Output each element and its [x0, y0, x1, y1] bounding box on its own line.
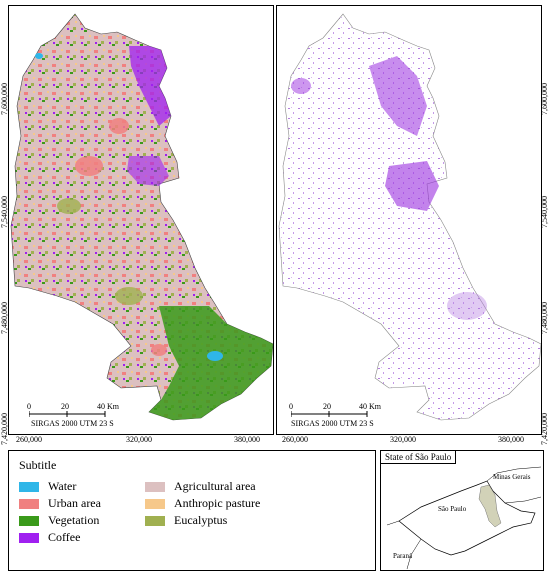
urban-area-patch: [109, 118, 129, 134]
water-body: [35, 53, 43, 59]
study-area-inset: [478, 484, 502, 528]
x-tick-label: 320,000: [390, 435, 416, 444]
coffee-map: [278, 13, 541, 421]
legend-label: Water: [48, 479, 77, 493]
scale-bar: [29, 411, 106, 417]
coffee-swatch: [19, 532, 39, 543]
x-tick-label: 380,000: [234, 435, 260, 444]
legend-item-vegetation: Vegetation: [19, 513, 99, 528]
x-tick-label: 320,000: [126, 435, 152, 444]
legend-item-water: Water: [19, 479, 76, 494]
y-tick-label: 7,480,000: [0, 302, 9, 334]
inset-map: State of São Paulo Minas Gerais São Paul…: [380, 450, 544, 571]
coffee-cluster: [369, 56, 427, 136]
y-tick-label: 7,540,000: [540, 196, 549, 228]
eucalyptus-patch: [115, 287, 143, 305]
coffee-cluster: [291, 78, 311, 94]
eucalyptus-patch: [57, 198, 81, 214]
legend-label: Vegetation: [48, 513, 100, 527]
scale-label-40: 40 Km: [97, 402, 119, 411]
legend: Subtitle Water Urban area Vegetation Cof…: [8, 450, 376, 571]
pasture-swatch: [145, 498, 165, 509]
y-tick-label: 7,420,000: [540, 413, 549, 445]
coffee-cluster: [385, 161, 439, 211]
agricultural-swatch: [145, 481, 165, 492]
x-tick-label: 260,000: [282, 435, 308, 444]
coffee-map-panel: 0 20 40 Km SIRGAS 2000 UTM 23 S: [276, 5, 542, 435]
neighbor-boundary: [386, 466, 542, 570]
state-boundary: [398, 480, 536, 556]
crs-label: SIRGAS 2000 UTM 23 S: [31, 419, 114, 428]
water-swatch: [19, 481, 39, 492]
urban-area-patch: [151, 344, 167, 356]
legend-label: Agricultural area: [174, 479, 256, 493]
eucalyptus-swatch: [145, 515, 165, 526]
legend-title: Subtitle: [19, 458, 57, 472]
y-tick-label: 7,600,000: [0, 83, 9, 115]
scale-label-20: 20: [61, 402, 69, 411]
coffee-region: [129, 46, 171, 126]
minas-gerais-label: Minas Gerais: [493, 473, 531, 481]
x-tick-label: 260,000: [16, 435, 42, 444]
inset-title: State of São Paulo: [381, 451, 457, 464]
x-tick-label: 380,000: [498, 435, 524, 444]
parana-label: Paraná: [393, 552, 413, 560]
crs-label: SIRGAS 2000 UTM 23 S: [291, 419, 374, 428]
land-use-map: [10, 13, 273, 421]
legend-label: Coffee: [48, 530, 81, 544]
land-use-map-panel: 0 20 40 Km SIRGAS 2000 UTM 23 S: [8, 5, 274, 435]
y-tick-label: 7,600,000: [540, 83, 549, 115]
urban-swatch: [19, 498, 39, 509]
legend-item-agricultural: Agricultural area: [145, 479, 256, 494]
scale-label-40: 40 Km: [359, 402, 381, 411]
inset-state-outline: [386, 466, 542, 570]
scale-label-0: 0: [289, 402, 293, 411]
sao-paulo-label: São Paulo: [438, 505, 467, 513]
water-body: [207, 351, 223, 361]
study-area-coffee: [278, 13, 541, 421]
scale-bar: [291, 411, 368, 417]
urban-area-patch: [75, 156, 103, 176]
scale-label-0: 0: [27, 402, 31, 411]
legend-item-eucalyptus: Eucalyptus: [145, 513, 227, 528]
legend-label: Anthropic pasture: [174, 496, 261, 510]
y-tick-label: 7,420,000: [0, 413, 9, 445]
y-tick-label: 7,540,000: [0, 196, 9, 228]
vegetation-swatch: [19, 515, 39, 526]
legend-item-coffee: Coffee: [19, 530, 80, 545]
coffee-region-2: [127, 156, 169, 186]
legend-item-pasture: Anthropic pasture: [145, 496, 260, 511]
legend-label: Eucalyptus: [174, 513, 228, 527]
legend-label: Urban area: [48, 496, 101, 510]
y-tick-label: 7,480,000: [540, 302, 549, 334]
legend-item-urban: Urban area: [19, 496, 101, 511]
vegetation-region: [149, 306, 273, 420]
coffee-cluster: [447, 292, 487, 320]
scale-label-20: 20: [323, 402, 331, 411]
